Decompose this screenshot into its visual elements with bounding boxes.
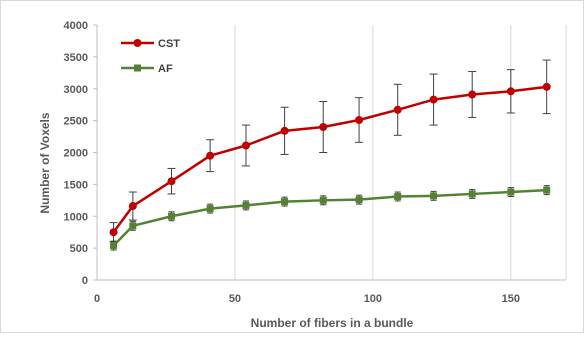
af-point — [242, 201, 250, 209]
cst-point — [429, 95, 438, 104]
legend-cst-label: CST — [158, 38, 180, 50]
cst-point — [319, 123, 328, 131]
x-tick-label: 150 — [502, 293, 520, 305]
x-tick-label: 100 — [364, 293, 382, 305]
x-tick-label: 50 — [229, 293, 241, 305]
x-tick-label: 0 — [94, 293, 100, 305]
legend-af-label: AF — [158, 63, 173, 75]
af-point — [394, 192, 402, 200]
y-tick-label: 1500 — [64, 179, 88, 191]
y-tick-label: 0 — [82, 275, 88, 287]
cst-point — [109, 228, 118, 237]
cst-point — [167, 177, 176, 186]
y-tick-labels: 0 500 1000 1500 2000 2500 3000 3500 4000 — [64, 20, 88, 287]
cst-point — [128, 202, 137, 211]
y-tick-label: 500 — [70, 243, 88, 255]
legend-cst-marker — [133, 39, 142, 47]
af-point — [468, 190, 476, 198]
y-tick-label: 2500 — [64, 116, 88, 128]
af-point — [355, 196, 363, 204]
af-point — [129, 222, 137, 230]
cst-point — [206, 151, 215, 160]
cst-point — [542, 82, 551, 91]
legend-af-marker — [134, 64, 141, 72]
cst-point — [355, 115, 364, 124]
y-axis-title: Number of Voxels — [38, 112, 52, 213]
af-point — [110, 242, 118, 250]
y-tick-label: 3500 — [64, 52, 88, 64]
cst-point — [468, 90, 477, 99]
af-point — [206, 205, 214, 213]
af-point — [167, 212, 175, 220]
x-tick-labels: 0 50 100 150 — [94, 293, 520, 305]
af-point — [281, 198, 289, 206]
error-bars — [109, 59, 551, 251]
cst-point — [280, 126, 289, 135]
series-lines — [112, 85, 547, 247]
y-tick-label: 2000 — [64, 148, 88, 160]
y-tick-label: 4000 — [64, 20, 88, 32]
legend: CST AF — [121, 38, 180, 75]
cst-series-line — [112, 85, 547, 233]
axes — [93, 24, 566, 281]
af-point — [319, 196, 327, 204]
af-point — [507, 188, 515, 196]
cst-point — [506, 87, 515, 96]
cst-point — [393, 105, 402, 114]
af-series-line — [112, 188, 547, 247]
series-markers — [109, 82, 551, 250]
gridlines — [234, 25, 567, 280]
af-point — [543, 186, 551, 194]
y-tick-label: 1000 — [64, 211, 88, 223]
y-tick-label: 3000 — [64, 84, 88, 96]
x-axis-title: Number of fibers in a bundle — [251, 316, 414, 330]
af-point — [430, 192, 438, 200]
cst-point — [241, 141, 250, 150]
